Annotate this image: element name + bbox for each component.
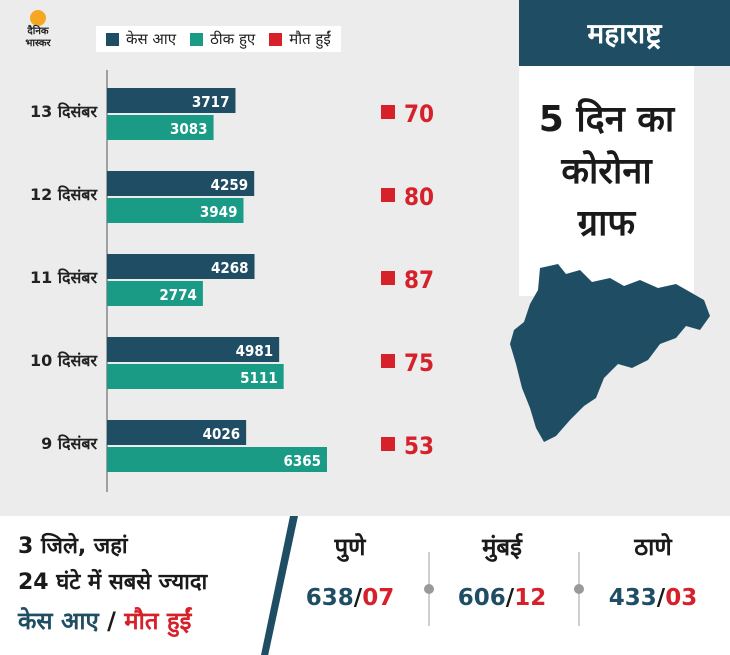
legend-item-recovered: ठीक हुए [190, 29, 255, 49]
death-marker-icon [381, 271, 395, 285]
category-label: 12 दिसंबर [30, 185, 98, 204]
city-cases: 606 [457, 585, 506, 611]
bar-recovered-label: 2774 [159, 286, 197, 304]
logo-line2: भास्कर [25, 38, 51, 49]
city-divider [574, 552, 584, 626]
legend-item-cases: केस आए [106, 29, 176, 49]
divider-dot [424, 584, 434, 594]
bar-recovered-label: 3083 [170, 120, 208, 138]
city-deaths: 07 [362, 585, 395, 611]
bar-chart: 13 दिसंबर 3717 3083 70 12 दिसंबर 4259 3949 80 11… [30, 70, 434, 492]
death-value-label: 80 [404, 183, 434, 211]
top-districts-caption: 3 जिले, जहां 24 घंटे में सबसे ज्यादा केस… [0, 516, 290, 655]
death-value-label: 75 [404, 349, 434, 377]
category-label: 10 दिसंबर [30, 351, 98, 370]
bar-recovered-label: 3949 [200, 203, 238, 221]
bar-recovered [107, 281, 203, 306]
caption-line2: 24 घंटे में सबसे ज्यादा [18, 570, 208, 595]
bar-cases [107, 337, 280, 362]
heading-line1: 5 दिन का [538, 99, 675, 140]
dainik-bhaskar-logo: दैनिक भास्कर [12, 10, 64, 54]
bar-recovered [107, 198, 244, 223]
bar-recovered [107, 447, 327, 472]
caption-deaths-label: मौत हुईं [124, 607, 192, 635]
heading-line3: ग्राफ [577, 203, 636, 244]
bar-recovered [107, 115, 214, 140]
divider-dot [574, 584, 584, 594]
heading-line2: कोरोना [561, 151, 652, 192]
heading-panel: 5 दिन का कोरोना ग्राफ [519, 66, 694, 296]
bar-recovered-label: 5111 [240, 369, 278, 387]
bar-cases-label: 4026 [203, 425, 241, 443]
city-deaths: 03 [665, 585, 698, 611]
city-pune: पुणे 638/07 [275, 530, 425, 611]
death-marker-icon [381, 437, 395, 451]
legend-swatch-deaths [269, 32, 283, 46]
city-name: मुंबई [482, 533, 522, 561]
bar-cases [107, 171, 255, 196]
caption-separator: / [98, 607, 125, 635]
category-label: 9 दिसंबर [41, 434, 98, 453]
caption-cases-label: केस आए [18, 607, 99, 635]
city-cases: 433 [608, 585, 657, 611]
bar-cases-label: 4259 [211, 176, 249, 194]
city-mumbai: मुंबई 606/12 [427, 530, 577, 611]
city-values: 638/07 [275, 585, 425, 611]
category-label: 11 दिसंबर [30, 268, 98, 287]
death-marker-icon [381, 188, 395, 202]
city-deaths: 12 [514, 585, 547, 611]
bar-cases [107, 254, 255, 279]
sun-icon [30, 10, 46, 26]
legend-label-cases: केस आए [126, 30, 177, 48]
legend-label-deaths: मौत हुईं [289, 30, 331, 48]
caption-line1: 3 जिले, जहां [18, 534, 128, 559]
city-cases: 638 [305, 585, 354, 611]
city-slash: / [505, 585, 515, 611]
city-slash: / [656, 585, 666, 611]
caption-line3: केस आए / मौत हुईं [18, 604, 191, 637]
legend-item-deaths: मौत हुईं [269, 29, 331, 49]
city-divider [424, 552, 434, 626]
city-values: 606/12 [427, 585, 577, 611]
maharashtra-map-icon [510, 264, 710, 442]
death-marker-icon [381, 354, 395, 368]
bar-recovered [107, 364, 284, 389]
city-name: ठाणे [634, 533, 672, 561]
bar-cases-label: 4981 [236, 342, 274, 360]
legend-swatch-cases [106, 32, 119, 46]
city-slash: / [353, 585, 363, 611]
death-marker-icon [381, 105, 395, 119]
category-label: 13 दिसंबर [30, 102, 98, 121]
heading: 5 दिन का कोरोना ग्राफ [519, 94, 694, 250]
state-title-box: महाराष्ट्र [519, 0, 730, 66]
bar-cases-label: 3717 [192, 93, 230, 111]
city-thane: ठाणे 433/03 [578, 530, 728, 611]
death-value-label: 70 [404, 100, 434, 128]
legend-swatch-recovered [190, 32, 204, 46]
chart-legend: केस आए ठीक हुए मौत हुईं [96, 26, 341, 52]
death-value-label: 53 [404, 432, 434, 460]
bar-cases [107, 420, 247, 445]
bar-cases [107, 88, 236, 113]
legend-label-recovered: ठीक हुए [210, 30, 256, 48]
city-name: पुणे [334, 533, 366, 561]
state-title: महाराष्ट्र [587, 17, 662, 50]
logo-line1: दैनिक [27, 26, 49, 37]
death-value-label: 87 [404, 266, 434, 294]
city-values: 433/03 [578, 585, 728, 611]
bar-cases-label: 4268 [211, 259, 249, 277]
bar-recovered-label: 6365 [283, 452, 321, 470]
